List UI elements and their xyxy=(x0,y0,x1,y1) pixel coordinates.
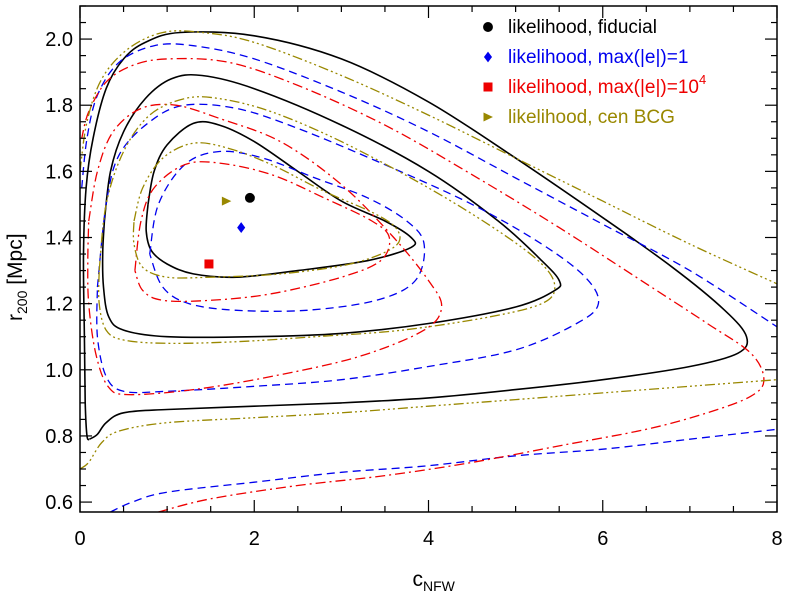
contour-series-2-level-2 xyxy=(96,103,600,394)
best-fit-point-series-4 xyxy=(221,196,232,206)
contour-series-3-level-1 xyxy=(134,161,391,302)
y-tick-label: 1.6 xyxy=(45,161,73,183)
legend-marker-series-2 xyxy=(483,51,493,63)
y-tick-label: 0.6 xyxy=(45,492,73,514)
legend-marker-series-3 xyxy=(483,82,493,92)
best-fit-point-series-2 xyxy=(237,222,246,233)
x-axis-label-subscript: NFW xyxy=(423,578,456,594)
y-axis-label-main: r xyxy=(4,314,27,321)
best-fit-point-series-3 xyxy=(204,259,214,269)
contour-series-1-level-3 xyxy=(82,31,749,441)
legend-label-series-2: likelihood, max(|e|)=1 xyxy=(508,47,688,68)
y-axis-label: r200 [Mpc] xyxy=(4,233,30,321)
x-tick-label: 4 xyxy=(423,528,434,550)
x-tick-label: 8 xyxy=(771,528,782,550)
y-tick-label: 1.8 xyxy=(45,95,73,117)
best-fit-point-series-1 xyxy=(244,192,255,203)
contour-series-3-level-2 xyxy=(87,103,443,396)
contour-series-2-level-3 xyxy=(110,428,777,512)
legend-marker-series-1 xyxy=(483,22,493,32)
contour-series-4-level-3 xyxy=(80,379,777,470)
x-tick-label: 6 xyxy=(597,528,608,550)
y-tick-label: 1.2 xyxy=(45,294,73,316)
contour-series-4-level-2 xyxy=(98,96,556,345)
contour-series-1-level-1 xyxy=(145,120,417,279)
legend-label-superscript: 4 xyxy=(699,72,706,87)
y-tick-label: 2.0 xyxy=(45,29,73,51)
legend-label-series-1: likelihood, fiducial xyxy=(508,17,657,38)
y-tick-label: 0.8 xyxy=(45,426,73,448)
legend-marker-series-4 xyxy=(483,112,493,122)
contour-series-1-level-2 xyxy=(101,73,562,339)
contour-series-2-level-4 xyxy=(81,43,777,328)
x-axis-label-main: c xyxy=(413,568,424,591)
x-axis-label: cNFW xyxy=(413,568,456,594)
contour-series-4-level-1 xyxy=(132,142,401,279)
contour-series-2-level-1 xyxy=(149,150,426,312)
legend-label-series-3: likelihood, max(|e|)=104 xyxy=(508,72,706,98)
y-axis-label-unit: [Mpc] xyxy=(4,233,27,290)
contour-series-4-level-4 xyxy=(80,30,777,285)
legend-label-series-4: likelihood, cen BCG xyxy=(508,107,675,128)
y-tick-label: 1.4 xyxy=(45,228,73,250)
y-tick-label: 1.0 xyxy=(45,360,73,382)
x-tick-label: 2 xyxy=(249,528,260,550)
y-axis-label-subscript: 200 xyxy=(14,290,30,314)
x-tick-label: 0 xyxy=(74,528,85,550)
